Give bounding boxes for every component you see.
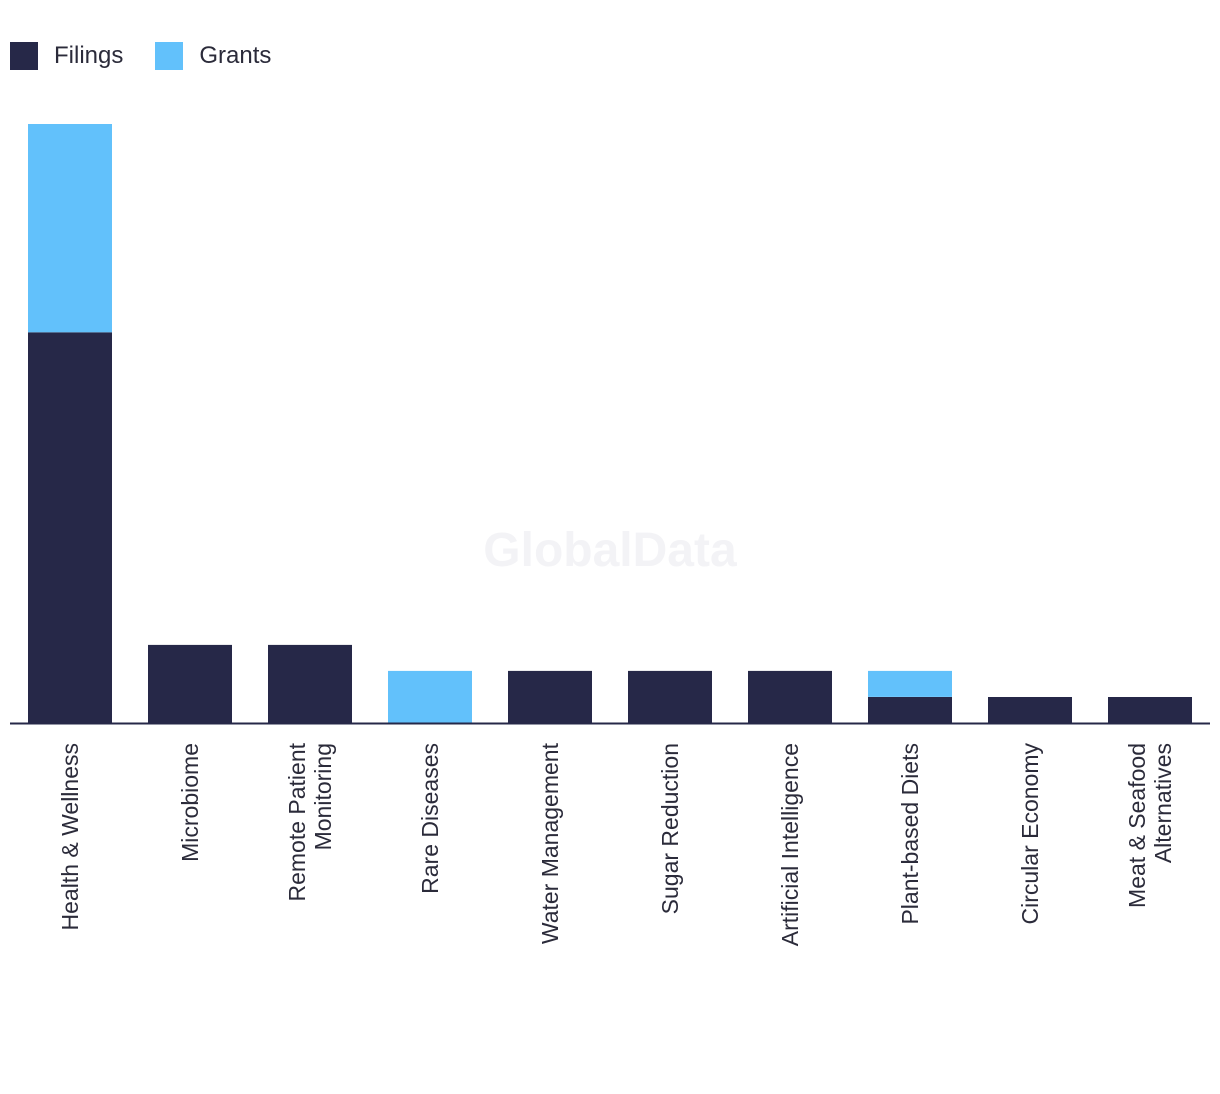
x-tick-label-line: Health & Wellness: [57, 743, 83, 931]
bar-grants-1[interactable]: [28, 124, 112, 333]
legend-item-filings[interactable]: Filings: [10, 42, 123, 70]
x-tick-label-line: Monitoring: [310, 743, 336, 850]
bar-filings-8[interactable]: [868, 697, 952, 723]
x-tick-label-line: Microbiome: [177, 743, 203, 862]
x-tick-label-9: Circular Economy: [1017, 743, 1043, 925]
x-tick-label-line: Meat & Seafood: [1124, 743, 1150, 908]
x-tick-label-10: Meat & SeafoodAlternatives: [1124, 743, 1176, 908]
legend-label-grants: Grants: [199, 42, 272, 69]
legend-label-filings: Filings: [54, 42, 124, 69]
legend-swatch-filings: [10, 42, 38, 70]
x-tick-label-3: Remote PatientMonitoring: [284, 742, 336, 901]
bar-filings-6[interactable]: [628, 670, 712, 723]
bar-grants-4[interactable]: [388, 670, 472, 723]
x-tick-label-line: Water Management: [537, 742, 563, 944]
bar-filings-7[interactable]: [748, 670, 832, 723]
bar-filings-10[interactable]: [1108, 697, 1192, 723]
x-tick-label-1: Health & Wellness: [57, 743, 83, 931]
bar-grants-8[interactable]: [868, 670, 952, 697]
x-tick-label-8: Plant-based Diets: [897, 743, 923, 925]
bar-filings-5[interactable]: [508, 670, 592, 723]
bar-filings-2[interactable]: [148, 644, 232, 723]
x-tick-labels: Health & Wellness Microbiome Remote Patien…: [57, 742, 1176, 946]
x-tick-label-line: Alternatives: [1150, 743, 1176, 863]
x-tick-label-6: Sugar Reduction: [657, 743, 683, 914]
x-tick-label-2: Microbiome: [177, 743, 203, 862]
x-tick-label-line: Sugar Reduction: [657, 743, 683, 914]
bars-group: [28, 124, 1192, 723]
x-tick-label-line: Rare Diseases: [417, 743, 443, 894]
x-tick-label-4: Rare Diseases: [417, 743, 443, 894]
legend: Filings Grants: [10, 42, 271, 70]
legend-item-grants[interactable]: Grants: [155, 42, 271, 70]
x-tick-label-line: Artificial Intelligence: [777, 743, 803, 946]
watermark: GlobalData: [483, 524, 737, 577]
x-tick-label-line: Circular Economy: [1017, 743, 1043, 925]
x-tick-label-line: Plant-based Diets: [897, 743, 923, 925]
x-tick-label-line: Remote Patient: [284, 742, 310, 901]
bar-filings-1[interactable]: [28, 332, 112, 723]
bar-filings-9[interactable]: [988, 697, 1072, 723]
x-tick-label-7: Artificial Intelligence: [777, 743, 803, 946]
legend-swatch-grants: [155, 42, 184, 70]
bar-filings-3[interactable]: [268, 644, 352, 723]
x-tick-label-5: Water Management: [537, 742, 563, 944]
